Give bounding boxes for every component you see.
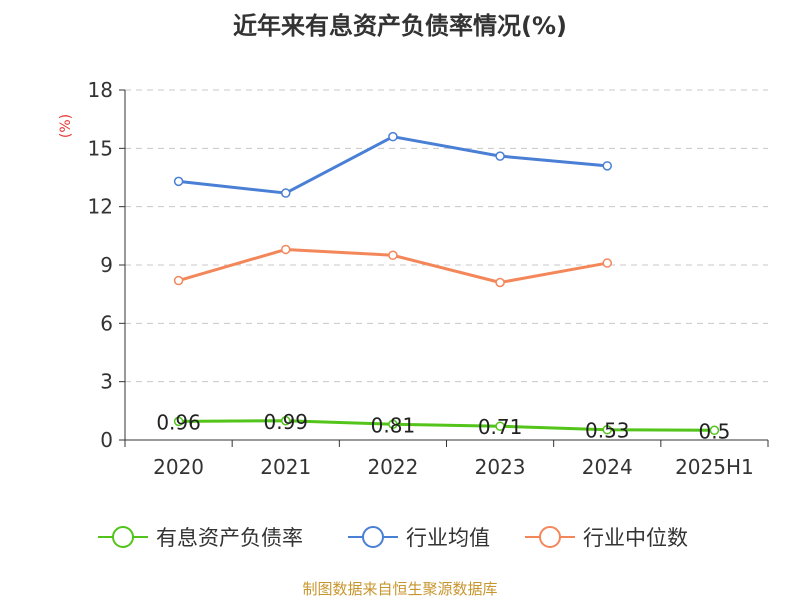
data-point bbox=[602, 258, 612, 268]
y-tick-label: 18 bbox=[88, 78, 113, 102]
legend: 有息资产负债率 行业均值 行业中位数 bbox=[98, 526, 688, 550]
data-point bbox=[602, 161, 612, 171]
legend-item: 行业均值 bbox=[348, 526, 490, 550]
chart-title: 近年来有息资产负债率情况(%) bbox=[233, 12, 567, 40]
data-point bbox=[281, 244, 291, 255]
series-line bbox=[178, 419, 715, 432]
x-tick-label: 2025H1 bbox=[675, 455, 754, 479]
data-point bbox=[602, 424, 612, 435]
x-tick-label: 2020 bbox=[153, 455, 204, 479]
legend-item: 有息资产负债率 bbox=[98, 526, 303, 550]
data-point bbox=[388, 131, 398, 142]
x-tick-label: 2022 bbox=[367, 455, 418, 479]
data-label: 0.71 bbox=[478, 415, 523, 439]
data-point bbox=[388, 250, 398, 261]
x-tick-label: 2023 bbox=[475, 455, 526, 479]
data-point bbox=[495, 421, 505, 431]
data-point bbox=[495, 277, 505, 288]
legend-label: 有息资产负债率 bbox=[156, 526, 303, 550]
legend-label: 行业均值 bbox=[406, 526, 490, 550]
y-tick-label: 12 bbox=[88, 195, 113, 219]
series-lines bbox=[173, 131, 720, 436]
data-labels: 0.96 0.99 0.81 0.71 0.53 0.5 bbox=[156, 410, 730, 444]
data-point bbox=[281, 416, 291, 426]
legend-item: 行业中位数 bbox=[525, 526, 688, 550]
y-tick-label: 3 bbox=[100, 370, 113, 394]
y-tick-label: 15 bbox=[88, 136, 113, 160]
data-label: 0.96 bbox=[156, 410, 201, 434]
legend-marker bbox=[112, 526, 134, 548]
data-label: 0.5 bbox=[699, 419, 731, 443]
y-axis-unit-label: (%) bbox=[58, 114, 74, 138]
data-point bbox=[173, 416, 184, 427]
y-tick-label: 9 bbox=[100, 253, 113, 277]
data-point bbox=[173, 176, 184, 187]
data-point bbox=[281, 188, 291, 198]
y-tick-label: 0 bbox=[100, 428, 113, 452]
legend-marker bbox=[539, 526, 561, 548]
data-point bbox=[388, 419, 398, 429]
data-label: 0.53 bbox=[585, 419, 630, 443]
data-label: 0.81 bbox=[371, 413, 416, 437]
legend-marker bbox=[362, 526, 384, 548]
series-line bbox=[178, 135, 608, 195]
legend-label: 行业中位数 bbox=[583, 526, 688, 550]
data-point bbox=[709, 425, 720, 436]
source-note: 制图数据来自恒生聚源数据库 bbox=[302, 580, 498, 598]
x-tick-label: 2021 bbox=[260, 455, 311, 479]
axes: 0 3 6 9 12 15 18 2020 2021 2022 2023 2024 2025H1 bbox=[88, 78, 769, 479]
grid-lines bbox=[125, 89, 768, 383]
data-point bbox=[495, 151, 505, 161]
x-tick-label: 2024 bbox=[582, 455, 633, 479]
data-point bbox=[173, 275, 184, 286]
data-label: 0.99 bbox=[263, 410, 308, 434]
y-tick-label: 6 bbox=[100, 311, 113, 335]
